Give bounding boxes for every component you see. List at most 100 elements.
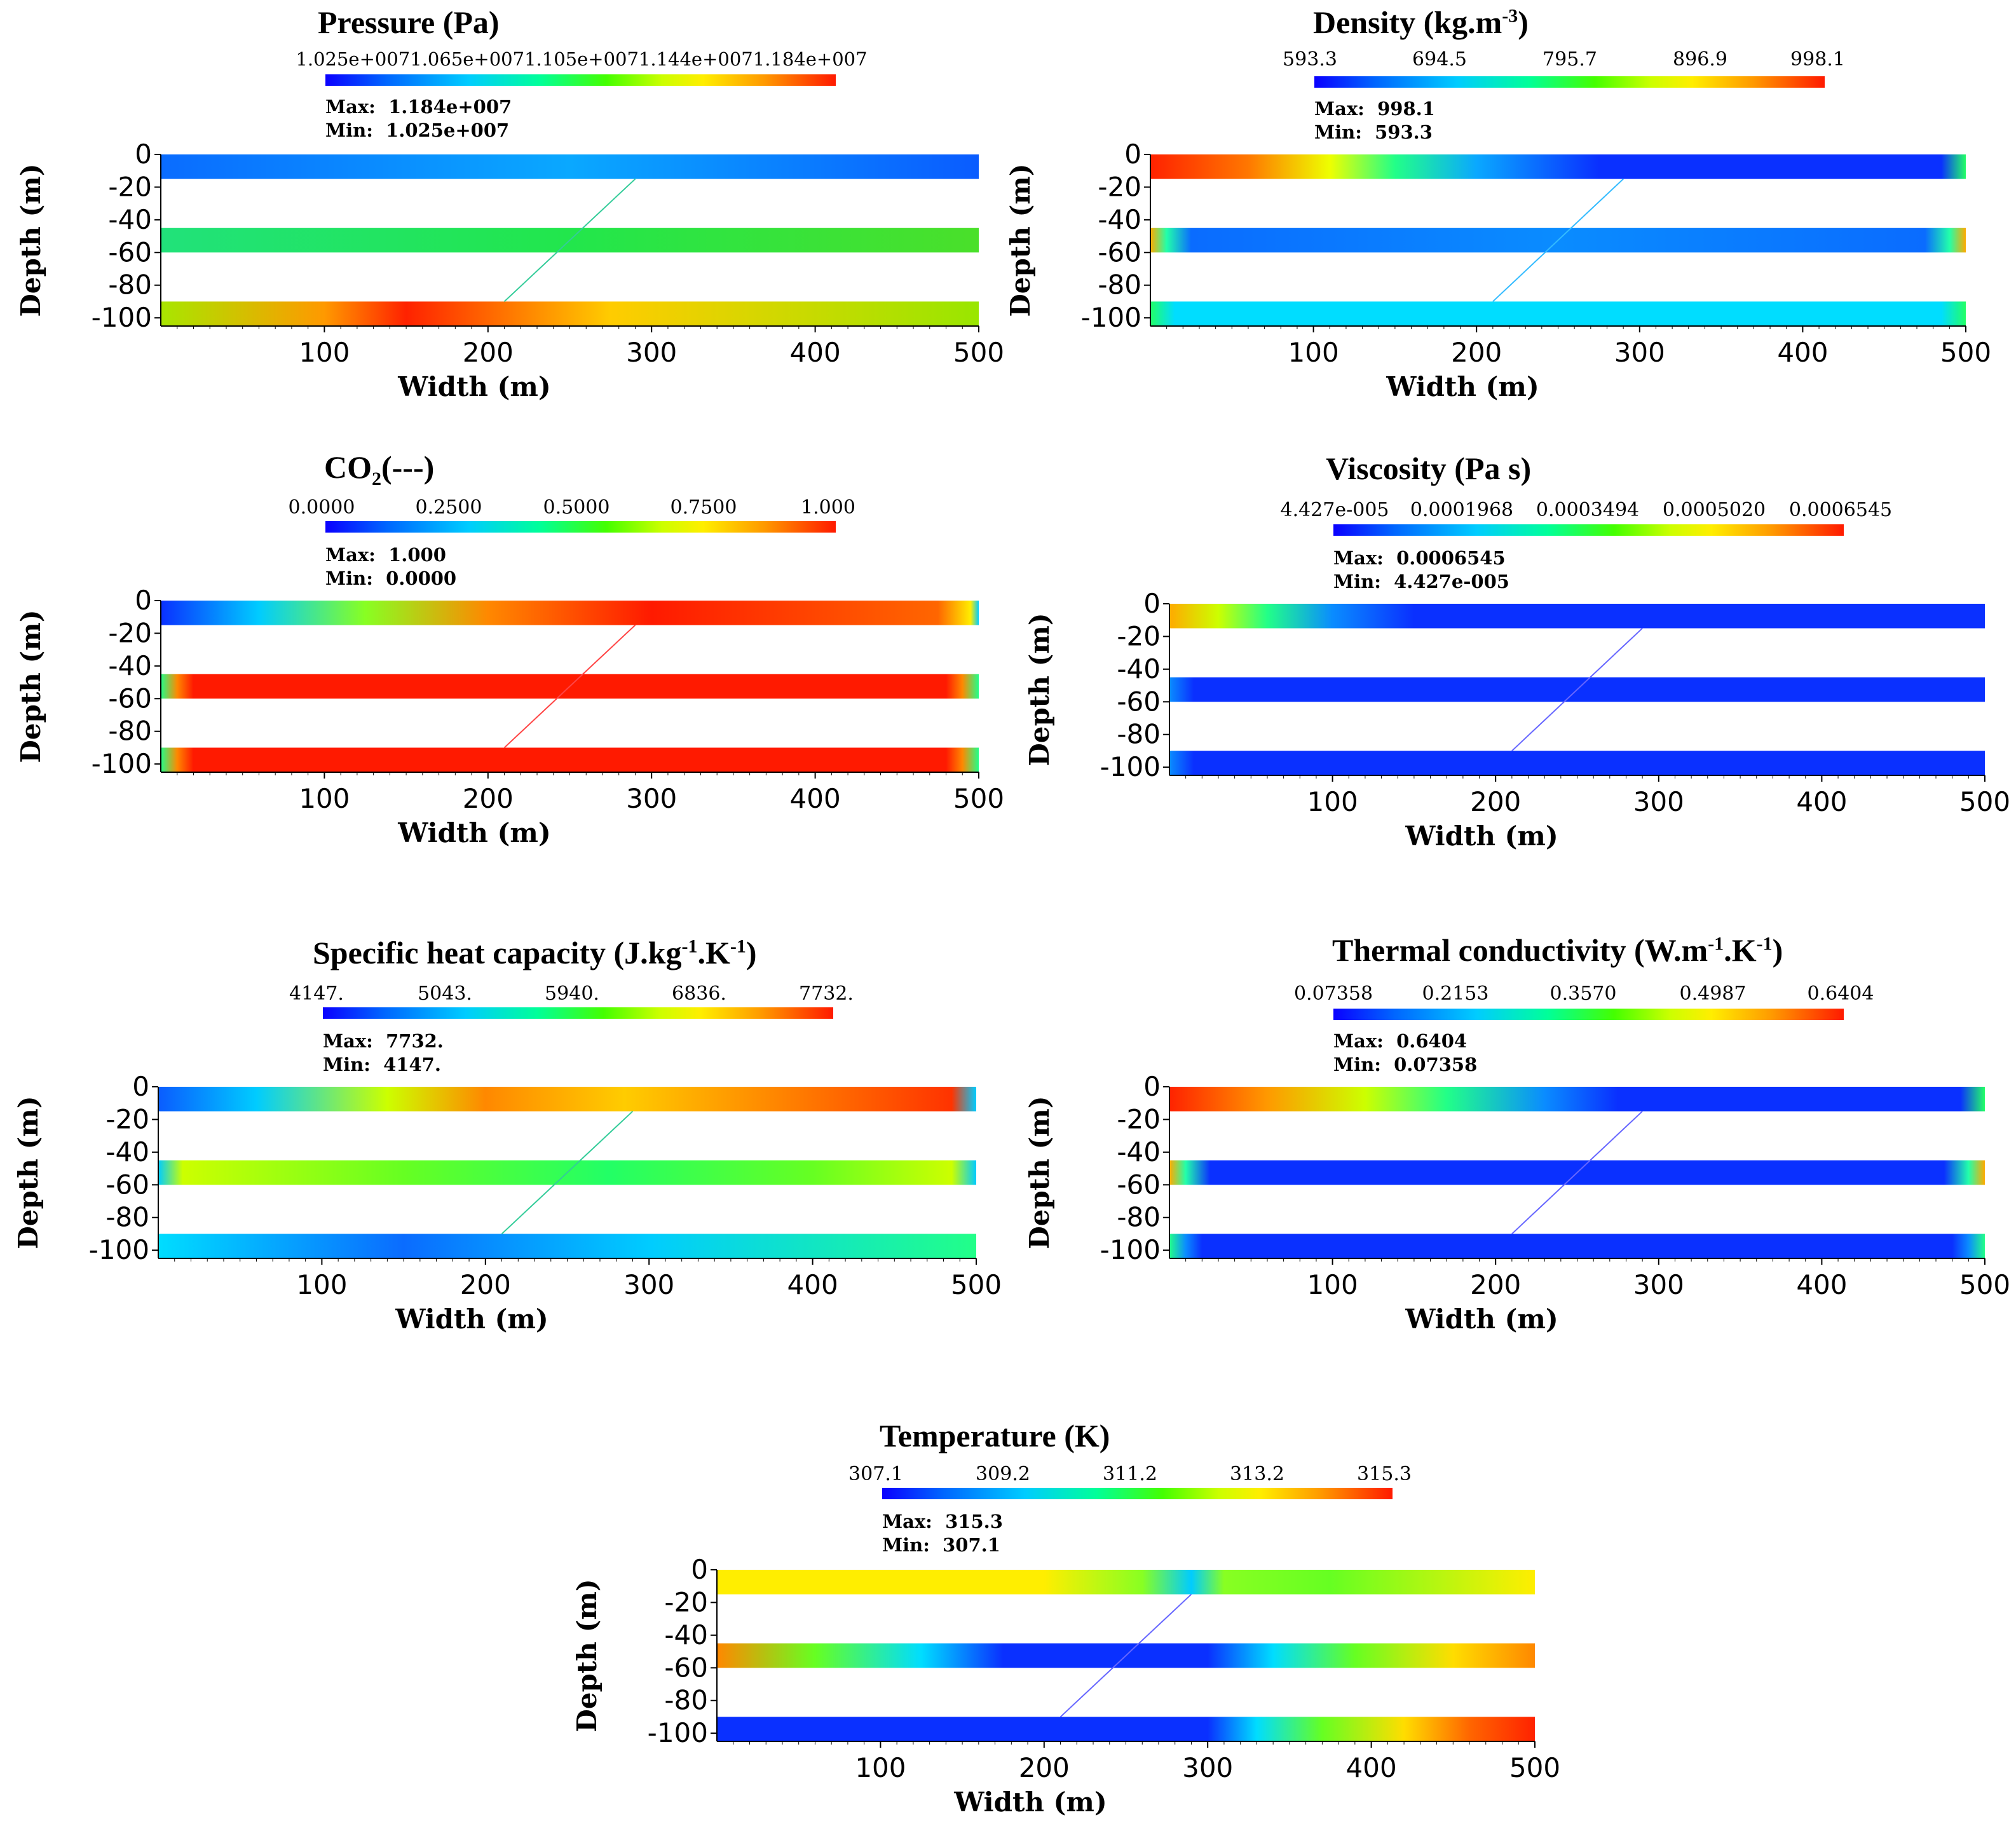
min-readout: Min: 593.3 <box>1314 121 1433 143</box>
colorbar-tick: 0.0005020 <box>1662 499 1766 521</box>
fracture-line <box>501 1110 634 1235</box>
x-tick-label: 400 <box>1796 1269 1847 1300</box>
x-tick-label: 400 <box>790 783 841 814</box>
y-tick-label: -40 <box>106 1136 149 1167</box>
x-tick-label: 300 <box>626 337 677 368</box>
y-tick-label: 0 <box>1143 1071 1161 1102</box>
heatmap-plot: 0 -20 -40 -60 -80 -100 100 200 300 400 500 Width (m… <box>15 585 1023 852</box>
x-tick-label: 200 <box>1470 786 1521 817</box>
colorbar <box>325 521 836 533</box>
x-tick-label: 400 <box>1777 337 1828 368</box>
colorbar-tick: 313.2 <box>1230 1463 1284 1485</box>
heatmap-plot: 0 -20 -40 -60 -80 -100 100 200 300 400 500 Width (m… <box>1004 139 2010 405</box>
y-tick-label: -40 <box>1117 653 1161 684</box>
layer-top <box>1150 154 1966 179</box>
fracture-line <box>1059 1593 1192 1718</box>
colorbar-tick: 896.9 <box>1673 48 1727 71</box>
plot-svg: 0-20-40-60-80-100 100 200 300 400 500 Width (m… <box>1024 588 2010 852</box>
y-tick-label: -100 <box>1100 1234 1161 1265</box>
y-tick-label: -60 <box>106 1169 149 1200</box>
colorbar-tick: 0.5000 <box>543 496 610 519</box>
x-tick-label: 500 <box>951 1269 1002 1300</box>
plot-svg: 0-20-40-60-80-100 100 200 300 400 500 Width (m… <box>15 585 1004 848</box>
max-min-readout: Max: 315.3 Min: 307.1 <box>882 1510 1003 1557</box>
max-readout: Max: 315.3 <box>882 1511 1003 1532</box>
plot-svg: 0-20-40-60-80-100 100 200 300 400 500 Width (m… <box>571 1554 1560 1818</box>
layer-bottom <box>161 747 979 772</box>
x-tick-label: 100 <box>299 783 350 814</box>
min-readout: Min: 0.0000 <box>325 568 457 589</box>
colorbar-tick: 6836. <box>672 983 726 1005</box>
y-tick-label: -20 <box>1117 620 1161 651</box>
max-readout: Max: 1.000 <box>325 544 446 566</box>
layer-top <box>158 1087 976 1112</box>
y-tick-label: -40 <box>1117 1136 1161 1167</box>
fracture-line <box>503 178 636 303</box>
colorbar-tick: 0.0003494 <box>1536 499 1640 521</box>
heatmap-plot: 0 -20 -40 -60 -80 -100 100 200 300 400 500 Width (m… <box>571 1554 1579 1821</box>
x-tick-label: 100 <box>1307 1269 1358 1300</box>
x-tick-label: 400 <box>1796 786 1847 817</box>
y-axis-label: Depth (m) <box>15 163 46 316</box>
max-readout: Max: 998.1 <box>1314 98 1435 119</box>
x-tick-label: 500 <box>1509 1752 1560 1783</box>
fracture-line <box>503 624 636 749</box>
colorbar-tick: 0.0001968 <box>1410 499 1514 521</box>
y-tick-label: -20 <box>106 1103 149 1134</box>
x-axis-label: Width (m) <box>953 1787 1107 1818</box>
y-tick-label: 0 <box>1124 139 1141 170</box>
y-tick-label: -80 <box>108 269 152 301</box>
layer-bottom <box>717 1717 1535 1741</box>
x-axis-label: Width (m) <box>1405 1303 1558 1335</box>
max-min-readout: Max: 1.000 Min: 0.0000 <box>325 543 456 590</box>
max-min-readout: Max: 7732. Min: 4147. <box>323 1030 444 1077</box>
layer-bottom <box>1169 751 1985 775</box>
max-min-readout: Max: 1.184e+007 Min: 1.025e+007 <box>325 95 512 142</box>
colorbar-tick: 5940. <box>545 983 599 1005</box>
y-tick-label: -20 <box>1117 1103 1161 1134</box>
x-tick-label: 300 <box>1633 1269 1684 1300</box>
y-tick-label: 0 <box>1143 588 1161 619</box>
chart-title: Thermal conductivity (W.m-1.K-1) <box>1332 932 1783 968</box>
y-tick-label: -100 <box>92 302 152 333</box>
y-axis-label: Depth (m) <box>1005 163 1036 316</box>
max-min-readout: Max: 0.6404 Min: 0.07358 <box>1333 1030 1477 1077</box>
colorbar-tick: 0.2500 <box>415 496 482 519</box>
chart-title: Specific heat capacity (J.kg-1.K-1) <box>313 935 757 970</box>
y-tick-label: -60 <box>1117 1169 1161 1200</box>
y-tick-label: -100 <box>1081 302 1141 333</box>
colorbar-tick: 795.7 <box>1543 48 1597 71</box>
colorbar <box>1314 76 1825 88</box>
title-text: Pressure (Pa) <box>318 4 500 40</box>
max-min-readout: Max: 0.0006545 Min: 4.427e-005 <box>1333 547 1509 594</box>
x-tick-label: 200 <box>463 337 514 368</box>
colorbar <box>882 1488 1393 1499</box>
colorbar-tick: 0.07358 <box>1293 983 1373 1005</box>
colorbar-tick-labels: 1.025e+0071.065e+0071.105e+0071.144e+007… <box>296 48 868 70</box>
chart-title: Temperature (K) <box>880 1418 1110 1453</box>
x-tick-label: 300 <box>623 1269 674 1300</box>
x-tick-label: 200 <box>1470 1269 1521 1300</box>
y-tick-label: 0 <box>135 585 152 616</box>
colorbar-tick: 694.5 <box>1412 48 1467 71</box>
max-readout: Max: 0.0006545 <box>1333 547 1506 569</box>
colorbar-tick: 5043. <box>418 983 472 1005</box>
colorbar-tick: 4.427e-005 <box>1280 499 1389 521</box>
colorbar-tick: 593.3 <box>1283 48 1337 71</box>
y-tick-label: 0 <box>135 139 152 170</box>
colorbar-tick: 7732. <box>799 983 854 1005</box>
y-axis-label: Depth (m) <box>13 1096 44 1249</box>
y-axis-label: Depth (m) <box>571 1579 603 1732</box>
heatmap-plot: 0 -20 -40 -60 -80 -100 100 200 300 400 500 Width (m… <box>15 139 1023 405</box>
y-tick-label: -40 <box>1098 204 1141 235</box>
x-axis-label: Width (m) <box>1386 371 1539 402</box>
heatmap-plot: 0 -20 -40 -60 -80 -100 100 200 300 400 500 Width (m… <box>1023 1071 2016 1338</box>
x-tick-label: 100 <box>1307 786 1358 817</box>
x-tick-label: 100 <box>299 337 350 368</box>
y-tick-label: -40 <box>108 204 152 235</box>
colorbar-tick: 315.3 <box>1357 1463 1412 1485</box>
y-tick-label: -80 <box>1117 1202 1161 1233</box>
x-tick-label: 300 <box>1614 337 1665 368</box>
x-tick-label: 300 <box>1182 1752 1233 1783</box>
colorbar-tick: 0.3570 <box>1549 983 1617 1005</box>
